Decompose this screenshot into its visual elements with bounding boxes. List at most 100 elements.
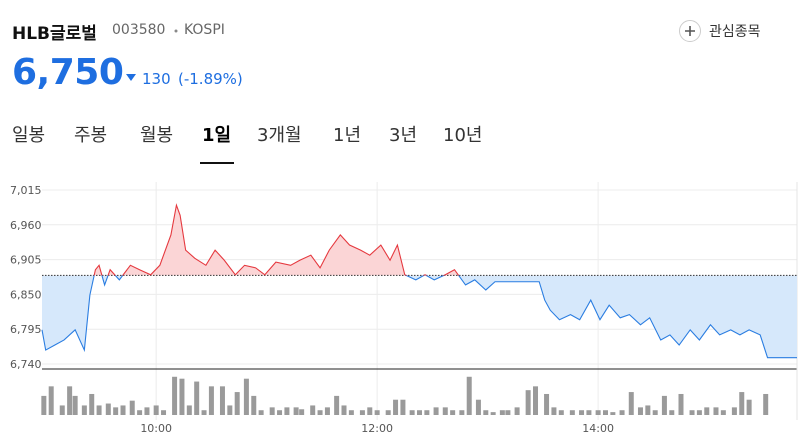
volume-bar [310, 405, 316, 415]
volume-bar [551, 407, 557, 415]
volume-bar [499, 410, 505, 415]
volume-bar [334, 395, 340, 415]
volume-bar [652, 410, 658, 415]
volume-bar [359, 410, 365, 415]
volume-bar [689, 410, 695, 415]
volume-bar [533, 386, 539, 415]
volume-bar [424, 410, 430, 415]
volume-bar [466, 376, 472, 415]
x-tick-label: 14:00 [582, 422, 614, 435]
volume-bar [341, 405, 347, 415]
volume-bar [251, 395, 257, 415]
volume-bar [89, 393, 95, 415]
volume-bar [317, 410, 323, 415]
volume-bar [153, 405, 159, 415]
volume-bar [293, 407, 299, 415]
volume-bar [144, 407, 150, 415]
period-tab[interactable]: 주봉 [74, 125, 108, 146]
volume-bar [731, 407, 737, 415]
volume-bar [696, 410, 702, 415]
volume-bar [514, 407, 520, 415]
volume-bar [81, 405, 87, 415]
volume-bar [129, 400, 135, 415]
active-tab-underline [200, 162, 234, 164]
volume-bar [637, 407, 643, 415]
price: 6,750 [12, 52, 124, 93]
volume-bar [713, 407, 719, 415]
down-arrow [126, 74, 136, 81]
volume-bar [393, 399, 399, 415]
volume-bar [277, 410, 283, 415]
volume-bar [433, 407, 439, 415]
volume-bar [645, 405, 651, 415]
period-tab[interactable]: 3개월 [257, 125, 302, 146]
volume-bar [400, 399, 406, 415]
volume-bar [269, 407, 275, 415]
volume-bar [746, 399, 752, 415]
volume-bar [219, 386, 225, 415]
stock-name: HLB글로벌 [12, 24, 97, 44]
price-line [41, 203, 797, 359]
volume-bar [678, 393, 684, 415]
volume-bar [105, 403, 111, 415]
volume-bar [720, 410, 726, 415]
separator-dot [174, 29, 178, 33]
volume-bar [544, 393, 550, 415]
volume-bar [525, 390, 531, 415]
period-tab[interactable]: 1년 [333, 125, 362, 146]
watchlist-button[interactable]: 관심종목 [709, 24, 761, 40]
volume-bar [417, 410, 422, 415]
volume-bar [227, 405, 233, 415]
volume-bar [450, 410, 456, 415]
y-tick-label: 6,960 [10, 219, 42, 232]
y-tick-label: 6,795 [10, 323, 42, 336]
volume-bar [558, 410, 564, 415]
volume-bar [48, 386, 54, 415]
period-tab[interactable]: 일봉 [12, 125, 46, 146]
volume-bar [483, 410, 489, 415]
volume-bar [59, 405, 65, 415]
volume-bar [595, 410, 601, 415]
volume-bar [409, 410, 415, 415]
volume-bar [113, 407, 119, 415]
period-tab[interactable]: 월봉 [140, 125, 174, 146]
volume-bar [194, 381, 200, 415]
volume-bar [739, 392, 745, 415]
add-icon[interactable] [678, 19, 702, 43]
volume-bar [179, 378, 185, 415]
volume-bar [610, 412, 616, 415]
stock-code: 003580 [112, 22, 166, 38]
volume-bar [763, 393, 769, 415]
volume-bar [619, 410, 625, 415]
volume-bar [442, 407, 448, 415]
volume-bar [72, 395, 78, 415]
volume-bar [586, 410, 592, 415]
volume-bar [208, 386, 214, 415]
period-tab[interactable]: 10년 [443, 125, 483, 146]
market: KOSPI [184, 22, 225, 38]
y-tick-label: 7,015 [10, 184, 42, 197]
volume-bar [137, 410, 143, 415]
volume-bar [201, 410, 207, 415]
volume-bar [628, 392, 634, 415]
period-tab[interactable]: 3년 [389, 125, 418, 146]
volume-bar [324, 407, 330, 415]
volume-bar [120, 405, 126, 415]
volume-bar [348, 410, 354, 415]
volume-bar [172, 376, 178, 415]
period-tab[interactable]: 1일 [202, 125, 232, 146]
y-tick-label: 6,850 [10, 288, 42, 301]
volume-bar [385, 410, 391, 415]
volume-bar [299, 409, 305, 415]
y-tick-label: 6,905 [10, 254, 42, 267]
volume-bar [284, 407, 290, 415]
volume-bar [243, 378, 249, 415]
volume-bar [367, 407, 373, 415]
x-tick-label: 12:00 [361, 422, 393, 435]
volume-bar [661, 395, 667, 415]
volume-bar [704, 407, 710, 415]
price-area [42, 205, 797, 358]
volume-bar [161, 410, 167, 415]
